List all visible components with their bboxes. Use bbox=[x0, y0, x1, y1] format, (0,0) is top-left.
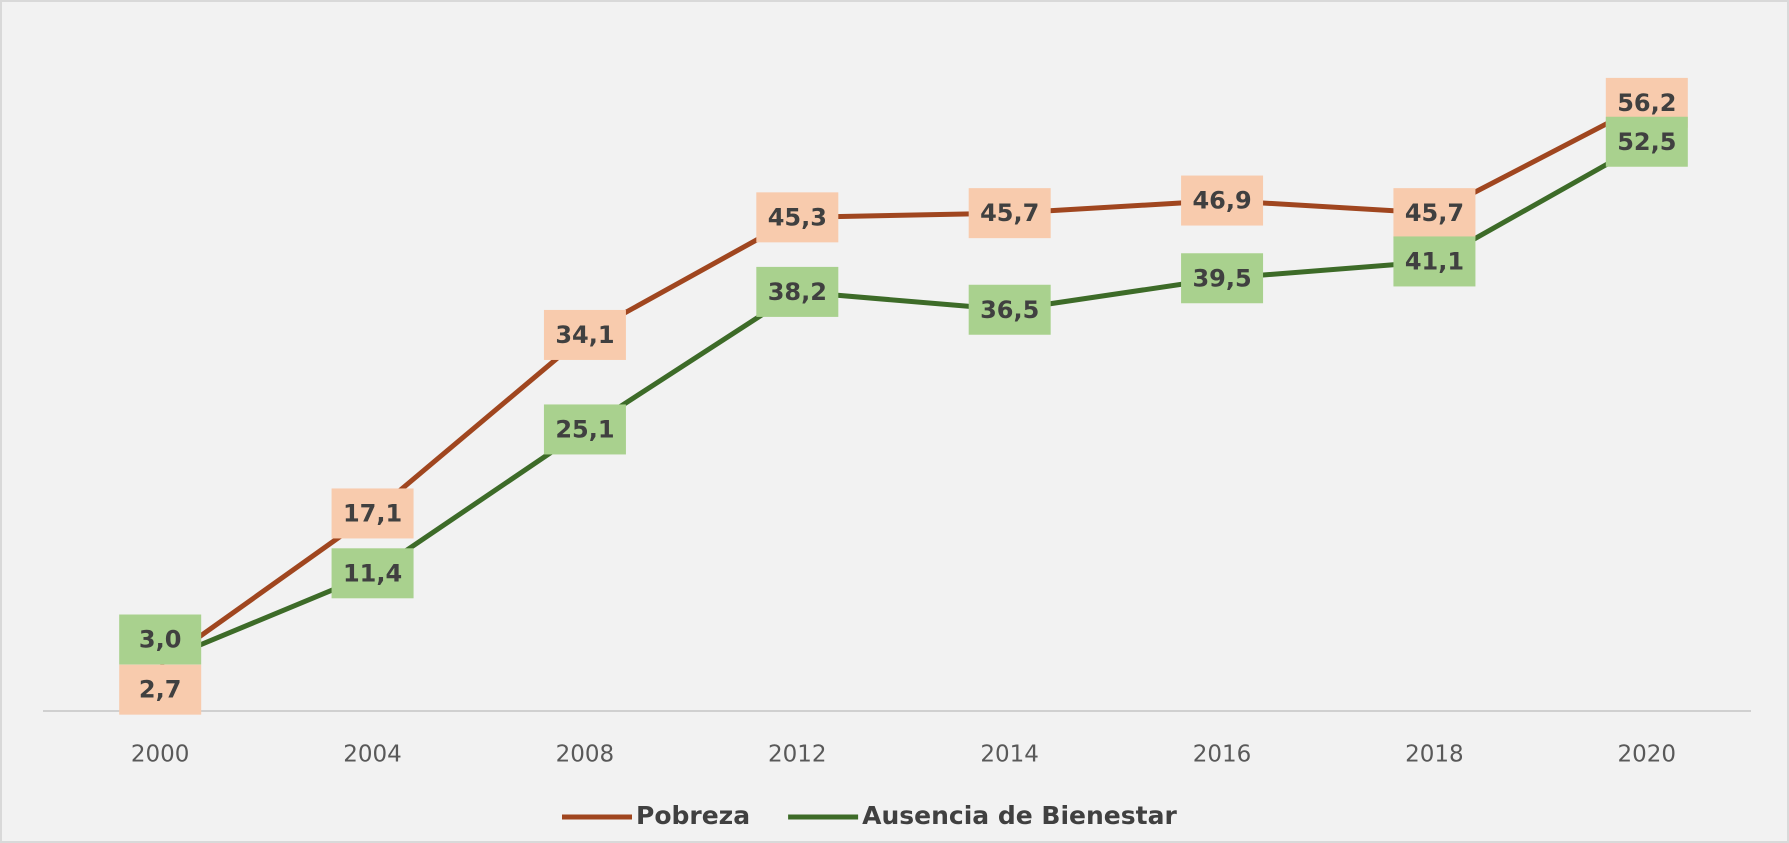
value-label-box bbox=[1393, 188, 1476, 239]
value-label-box bbox=[756, 266, 839, 317]
x-tick-label: 2000 bbox=[131, 742, 190, 768]
value-label-box bbox=[1181, 253, 1264, 304]
value-label-box bbox=[119, 664, 202, 715]
value-label: 36,5 bbox=[980, 296, 1039, 324]
value-label-box bbox=[1605, 116, 1688, 167]
x-tick-label: 2018 bbox=[1405, 742, 1464, 768]
value-label-box bbox=[1181, 175, 1264, 226]
x-tick-label: 2004 bbox=[343, 742, 402, 768]
value-label: 2,7 bbox=[139, 676, 182, 704]
value-label: 41,1 bbox=[1405, 247, 1464, 275]
value-label: 45,7 bbox=[1405, 199, 1464, 227]
value-label: 3,0 bbox=[139, 626, 182, 654]
x-tick-label: 2020 bbox=[1618, 742, 1677, 768]
value-label-box bbox=[1393, 236, 1476, 287]
value-label-box bbox=[543, 404, 626, 455]
value-label: 46,9 bbox=[1192, 187, 1251, 215]
x-tick-label: 2016 bbox=[1193, 742, 1252, 768]
value-label: 17,1 bbox=[343, 499, 402, 527]
value-label-box bbox=[968, 284, 1051, 335]
value-label-box bbox=[543, 309, 626, 360]
value-label: 56,2 bbox=[1617, 89, 1676, 117]
value-label-box bbox=[968, 188, 1051, 239]
x-tick-label: 2008 bbox=[556, 742, 615, 768]
value-label: 45,3 bbox=[768, 203, 827, 231]
value-label: 45,7 bbox=[980, 199, 1039, 227]
value-label: 11,4 bbox=[343, 559, 402, 587]
value-label-box bbox=[119, 614, 202, 665]
value-label-box bbox=[331, 488, 414, 539]
value-label-box bbox=[331, 548, 414, 599]
value-label-box bbox=[756, 192, 839, 243]
legend-label: Pobreza bbox=[636, 801, 750, 830]
value-label: 52,5 bbox=[1617, 128, 1676, 156]
x-tick-label: 2014 bbox=[980, 742, 1039, 768]
x-tick-label: 2012 bbox=[768, 742, 827, 768]
value-label: 39,5 bbox=[1192, 264, 1251, 292]
value-label: 38,2 bbox=[768, 278, 827, 306]
value-label: 25,1 bbox=[555, 415, 614, 443]
legend-label: Ausencia de Bienestar bbox=[862, 801, 1177, 830]
value-label: 34,1 bbox=[555, 321, 614, 349]
